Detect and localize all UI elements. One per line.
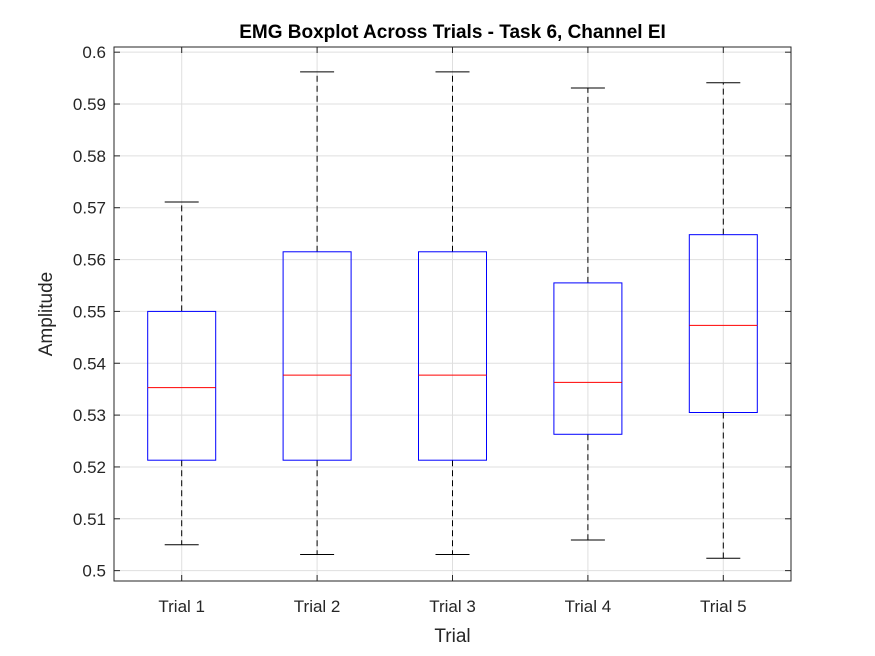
y-axis-label: Amplitude bbox=[36, 272, 57, 357]
y-tick-label: 0.55 bbox=[73, 302, 106, 321]
iqr-box bbox=[418, 251, 487, 461]
x-tick-label: Trial 5 bbox=[700, 597, 747, 616]
y-tick-label: 0.5 bbox=[82, 562, 106, 581]
y-tick-label: 0.51 bbox=[73, 510, 106, 529]
y-tick-label: 0.53 bbox=[73, 406, 106, 425]
y-tick-label: 0.52 bbox=[73, 458, 106, 477]
x-tick-label: Trial 4 bbox=[565, 597, 612, 616]
iqr-box bbox=[282, 251, 352, 461]
y-tick-label: 0.56 bbox=[73, 251, 106, 270]
y-tick-label: 0.58 bbox=[73, 147, 106, 166]
box-group-5 bbox=[688, 82, 758, 559]
x-tick-label: Trial 3 bbox=[429, 597, 476, 616]
box-group-1 bbox=[147, 201, 217, 546]
x-axis-label: Trial bbox=[434, 626, 470, 647]
ticks: 0.5 0.51 0.52 0.53 0.54 0.55 0.56 0.57 0.58 0.59 0… bbox=[73, 43, 791, 616]
y-tick-label: 0.59 bbox=[73, 95, 106, 114]
chart-title: EMG Boxplot Across Trials - Task 6, Chan… bbox=[239, 22, 666, 43]
y-tick-label: 0.6 bbox=[82, 43, 106, 62]
x-tick-label: Trial 2 bbox=[294, 597, 341, 616]
boxes bbox=[147, 71, 758, 559]
iqr-box bbox=[688, 234, 758, 414]
iqr-box bbox=[553, 282, 623, 435]
iqr-box bbox=[147, 310, 217, 461]
box-group-4 bbox=[553, 87, 623, 541]
box-group-3 bbox=[418, 71, 487, 556]
y-tick-label: 0.57 bbox=[73, 199, 106, 218]
y-tick-label: 0.54 bbox=[73, 354, 106, 373]
box-group-2 bbox=[282, 71, 352, 556]
x-tick-label: Trial 1 bbox=[158, 597, 205, 616]
